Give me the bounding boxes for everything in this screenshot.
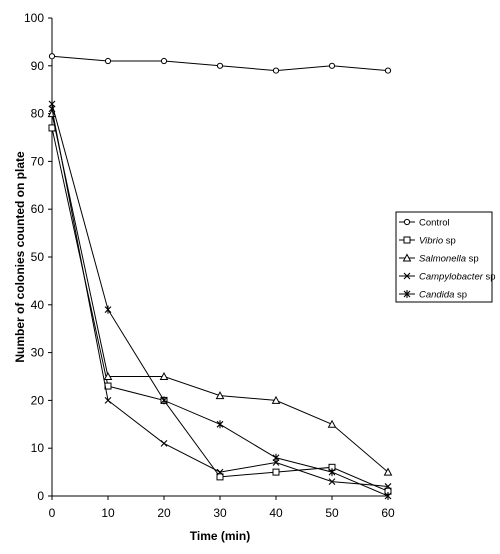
legend-item-salmonella-sp: Salmonella sp	[399, 253, 479, 265]
data-point-control	[384, 67, 392, 74]
data-point-campylobacter-sp	[328, 478, 336, 486]
legend-label-campylobacter-sp: Campylobacter sp	[419, 272, 496, 283]
y-tick-label: 50	[31, 250, 45, 264]
data-point-control	[160, 57, 168, 65]
data-point-candida-sp	[384, 492, 392, 500]
data-point-candida-sp	[328, 468, 336, 477]
legend-label-candida-sp: Candida sp	[419, 290, 467, 301]
series-line-vibrio-sp	[51, 127, 389, 492]
data-point-salmonella-sp	[215, 391, 225, 400]
series-campylobacter-sp	[48, 105, 392, 490]
series-line-salmonella-sp	[51, 113, 389, 473]
legend-marker-vibrio-sp	[403, 236, 411, 244]
x-tick-label: 60	[381, 506, 395, 520]
y-tick-label: 20	[31, 393, 45, 407]
x-axis-title: Time (min)	[190, 529, 250, 543]
legend-marker-candida-sp	[403, 290, 411, 298]
data-point-vibrio-sp	[272, 468, 280, 476]
data-point-campylobacter-sp	[104, 397, 112, 404]
data-point-salmonella-sp	[159, 371, 169, 380]
y-axis-title: Number of colonies counted on plate	[13, 151, 27, 363]
y-tick-label: 90	[31, 59, 45, 73]
legend-marker-control	[403, 218, 411, 226]
legend-label-vibrio-sp: Vibrio sp	[419, 236, 456, 247]
data-point-salmonella-sp	[383, 467, 393, 476]
data-point-control	[104, 57, 112, 65]
legend-item-control: Control	[399, 218, 450, 229]
y-tick-label: 0	[37, 489, 44, 503]
data-point-salmonella-sp	[47, 109, 57, 118]
series-line-candida-sp	[51, 103, 389, 497]
y-tick-label: 80	[31, 107, 45, 121]
data-point-candida-sp	[104, 305, 112, 314]
x-tick-label: 10	[101, 506, 115, 520]
data-point-control	[48, 53, 56, 60]
data-point-campylobacter-sp	[216, 468, 224, 476]
x-tick-label: 50	[325, 506, 339, 520]
data-point-candida-sp	[216, 420, 224, 429]
series-control	[48, 53, 392, 74]
series-vibrio-sp	[48, 124, 392, 495]
x-tick-label: 20	[157, 506, 171, 520]
legend-marker-campylobacter-sp	[403, 272, 411, 280]
data-point-candida-sp	[160, 396, 168, 405]
series-candida-sp	[48, 100, 392, 500]
data-point-control	[328, 62, 336, 69]
series-line-campylobacter-sp	[51, 108, 389, 487]
y-tick-label: 10	[31, 441, 45, 455]
data-point-campylobacter-sp	[272, 459, 280, 466]
axes: 0 10 20 30 40 50 60 70 80 90 100 0 10 20 30 40 50 60	[24, 11, 395, 520]
x-tick-label: 30	[213, 506, 227, 520]
legend-box	[395, 211, 493, 303]
series-salmonella-sp	[47, 109, 393, 476]
data-point-salmonella-sp	[327, 419, 337, 428]
x-tick-label: 0	[49, 506, 56, 520]
legend-item-candida-sp: Candida sp	[399, 290, 467, 301]
data-point-campylobacter-sp	[160, 440, 168, 447]
legend-item-vibrio-sp: Vibrio sp	[399, 236, 456, 247]
data-point-campylobacter-sp	[384, 483, 392, 490]
y-tick-label: 40	[31, 298, 45, 312]
y-tick-label: 100	[24, 11, 44, 25]
y-tick-label: 30	[31, 346, 45, 360]
y-tick-label: 70	[31, 154, 45, 168]
legend: Control Vibrio sp Salmonella sp Campylobact…	[395, 211, 496, 303]
legend-label-control: Control	[419, 218, 450, 229]
data-point-control	[272, 67, 280, 74]
data-point-candida-sp	[272, 453, 280, 462]
legend-label-salmonella-sp: Salmonella sp	[419, 254, 479, 265]
data-point-vibrio-sp	[216, 473, 224, 481]
data-point-salmonella-sp	[271, 395, 281, 404]
legend-marker-salmonella-sp	[402, 253, 412, 262]
y-tick-label: 60	[31, 202, 45, 216]
data-point-salmonella-sp	[103, 371, 113, 380]
x-tick-label: 40	[269, 506, 283, 520]
data-point-candida-sp	[48, 100, 56, 109]
legend-item-campylobacter-sp: Campylobacter sp	[399, 272, 496, 283]
data-point-control	[216, 62, 224, 69]
series-layer	[47, 53, 393, 500]
